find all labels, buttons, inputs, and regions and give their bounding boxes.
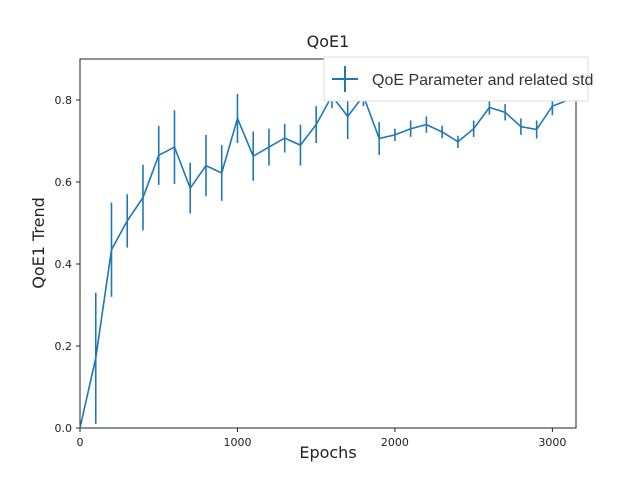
x-tick-label: 2000 (381, 436, 409, 449)
x-tick-label: 0 (77, 436, 84, 449)
y-tick-label: 0.4 (55, 258, 73, 271)
y-tick-label: 0.8 (55, 94, 73, 107)
y-tick-label: 0.6 (55, 176, 73, 189)
legend: QoE Parameter and related std (323, 56, 593, 102)
y-axis: 0.0 0.2 0.4 0.6 0.8 (55, 94, 80, 435)
x-axis: 0 1000 2000 3000 (77, 428, 566, 449)
y-tick-label: 0.0 (55, 422, 73, 435)
x-axis-label: Epochs (299, 443, 356, 462)
error-bars (94, 83, 554, 424)
y-tick-label: 0.2 (55, 340, 73, 353)
plot-area-frame (79, 58, 577, 429)
legend-box (323, 56, 589, 102)
legend-label: QoE Parameter and related std (372, 72, 593, 89)
y-axis-label: QoE1 Trend (29, 197, 48, 289)
x-tick-label: 1000 (223, 436, 251, 449)
x-tick-label: 3000 (538, 436, 566, 449)
chart-title: QoE1 (307, 32, 350, 51)
series-line-qoe (79, 94, 569, 429)
